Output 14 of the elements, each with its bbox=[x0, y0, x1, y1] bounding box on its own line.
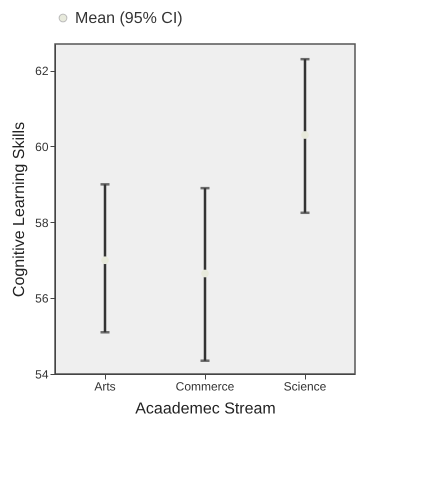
legend-label: Mean (95% CI) bbox=[75, 10, 183, 27]
point bbox=[301, 131, 309, 139]
y-tick-label: 56 bbox=[35, 292, 49, 306]
point bbox=[201, 270, 209, 278]
x-axis-title: Acaademec Stream bbox=[135, 400, 276, 418]
y-tick-label: 58 bbox=[35, 216, 49, 230]
x-tick-label: Commerce bbox=[176, 380, 235, 394]
y-tick-label: 60 bbox=[35, 140, 49, 154]
point bbox=[101, 256, 109, 264]
x-tick-label: Science bbox=[284, 380, 327, 394]
x-tick-label: Arts bbox=[94, 380, 116, 394]
y-tick-label: 62 bbox=[35, 64, 49, 78]
y-tick-label: 54 bbox=[35, 368, 49, 382]
y-axis-title: Cognitive Learning Skills bbox=[11, 122, 28, 298]
